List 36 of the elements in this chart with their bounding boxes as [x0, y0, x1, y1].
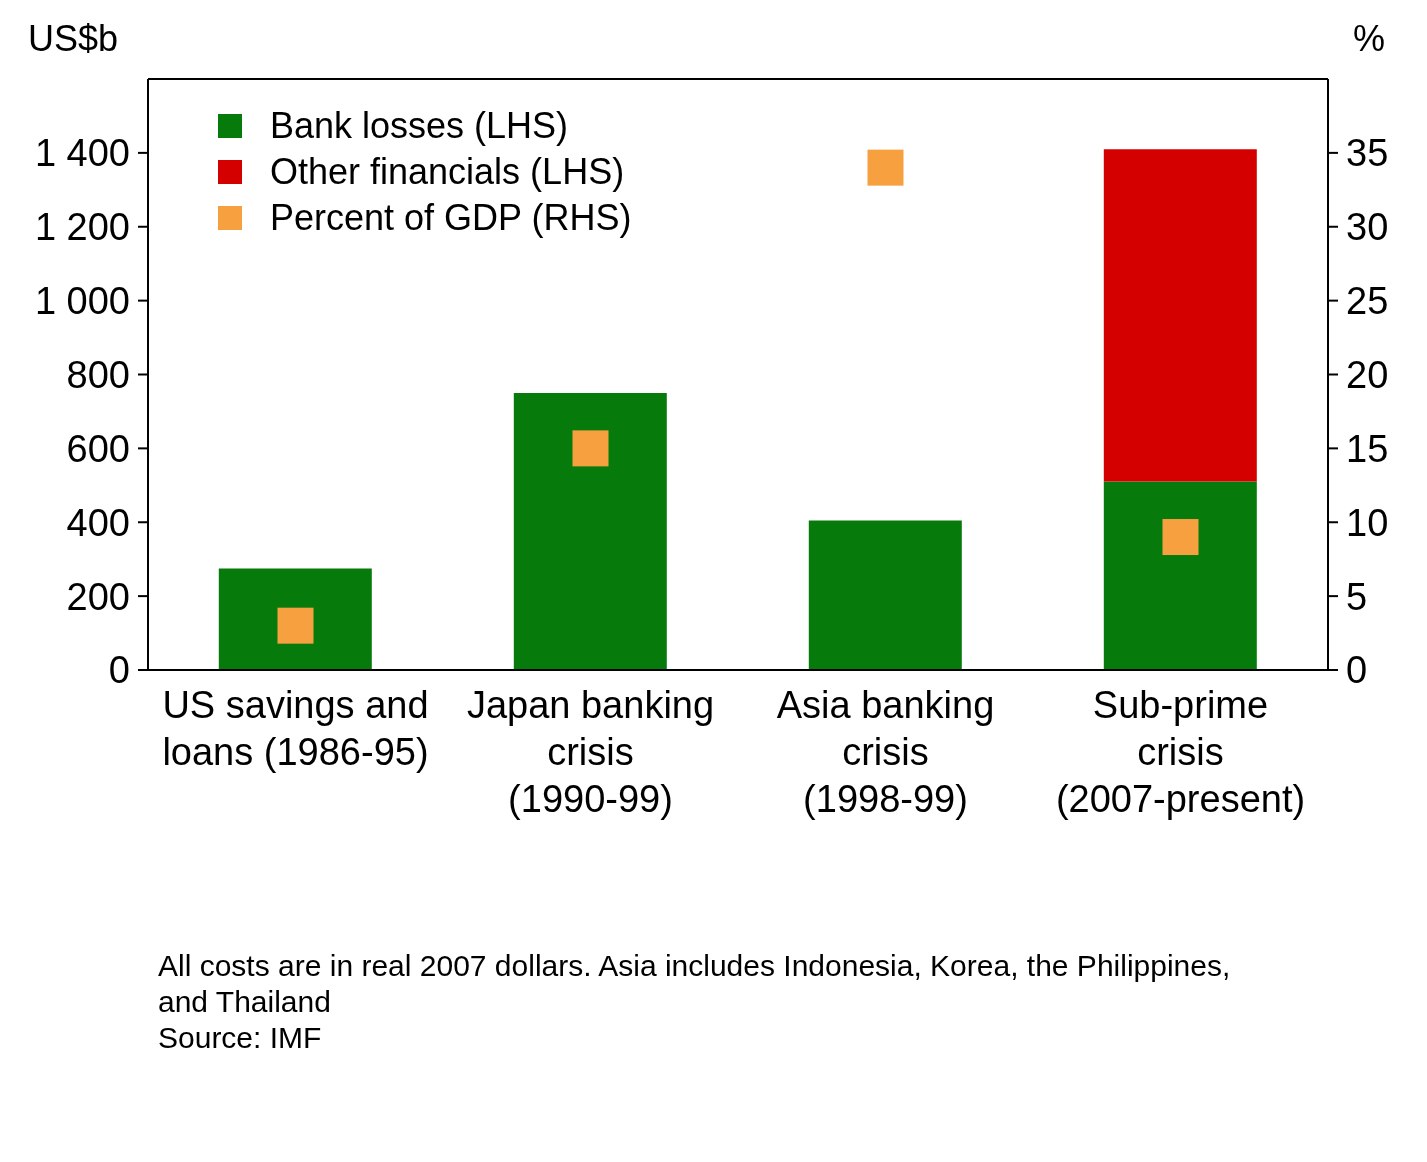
bar: [218, 568, 372, 670]
bar: [1103, 149, 1257, 482]
y-axis-title: US$b: [28, 18, 119, 60]
y2-tick-label: 25: [1346, 280, 1389, 323]
text: All costs are in real 2007 dollars. Asia includes Indonesia, Korea, the Philippines, and Thailand: [158, 948, 1232, 1020]
y2-tick-label: 15: [1346, 427, 1389, 470]
y-tick-label: 0: [108, 649, 130, 692]
y-tick-label: 400: [66, 501, 130, 544]
y2-tick-label: 10: [1346, 501, 1389, 544]
y2-tick-label: 35: [1346, 132, 1389, 175]
x-tick-label: Asia banking crisis (1998-99): [776, 684, 995, 820]
x-tick-label: Sub-prime crisis (2007-present): [1055, 684, 1306, 820]
legend-label: Percent of GDP (RHS): [270, 197, 632, 239]
y-tick-label: 1 000: [34, 280, 130, 323]
point: [277, 607, 314, 644]
y2-tick-label: 30: [1346, 206, 1389, 249]
y-tick-label: 200: [66, 575, 130, 618]
legend-label: Bank losses (LHS): [270, 105, 569, 147]
x-tick-label: US savings and loans (1986-95): [162, 684, 429, 773]
bar: [513, 392, 667, 670]
bar: [808, 520, 962, 670]
y-tick-label: 800: [66, 353, 130, 396]
y-tick-label: 600: [66, 427, 130, 470]
source-note: Source: IMF: [158, 1020, 323, 1056]
legend-label: Other financials (LHS): [270, 151, 625, 193]
bar: [1103, 481, 1257, 670]
y-tick-label: 1 400: [34, 132, 130, 175]
point: [1162, 519, 1199, 556]
x-tick-label: Japan banking crisis (1990-99): [466, 684, 715, 820]
point: [867, 149, 904, 186]
y2-tick-label: 20: [1346, 353, 1389, 396]
y2-axis-title: %: [1353, 18, 1386, 60]
y2-tick-label: 0: [1346, 649, 1368, 692]
point: [572, 430, 609, 467]
y-tick-label: 1 200: [34, 206, 130, 249]
y2-tick-label: 5: [1346, 575, 1368, 618]
